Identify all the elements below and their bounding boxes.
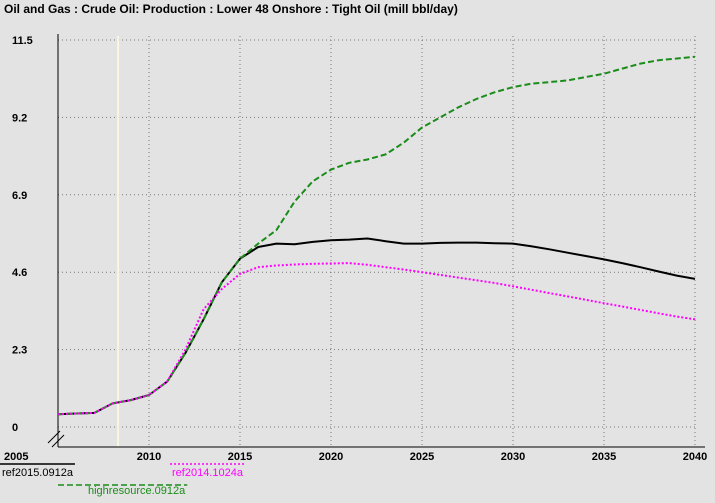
series-line-ref2015-0912a bbox=[57, 237, 696, 416]
axes bbox=[47, 34, 705, 448]
y-tick-label: 9.2 bbox=[12, 112, 27, 124]
x-tick-label: 2030 bbox=[501, 451, 525, 463]
series-lines bbox=[57, 55, 696, 416]
series-line-ref2014-1024a bbox=[57, 262, 696, 416]
y-tick-label: 2.3 bbox=[12, 345, 27, 357]
x-tick-label: 2025 bbox=[410, 451, 434, 463]
x-tick-label: 2015 bbox=[228, 451, 252, 463]
y-tick-label: 6.9 bbox=[12, 190, 27, 202]
legend-label: highresource.0912a bbox=[88, 485, 186, 497]
x-tick-label: 2040 bbox=[683, 451, 707, 463]
axis-break-mark bbox=[47, 430, 61, 444]
legend-label: ref2015.0912a bbox=[2, 467, 74, 479]
x-tick-label: 2035 bbox=[592, 451, 616, 463]
y-tick-label: 0 bbox=[12, 422, 18, 434]
legend: ref2015.0912a ref2014.1024a highresource.0… bbox=[0, 463, 245, 497]
x-tick-label: 2020 bbox=[319, 451, 343, 463]
x-tick-label: 2005 bbox=[4, 451, 28, 463]
y-tick-label: 11.5 bbox=[12, 35, 33, 47]
series-line-highresource-0912a bbox=[57, 55, 696, 416]
tick-labels: 0 2.3 4.6 6.9 9.2 11.5 2005 2010 2015 2020 2025 203… bbox=[4, 35, 707, 463]
x-tick-label: 2010 bbox=[137, 451, 161, 463]
axis-break-mark bbox=[51, 434, 65, 448]
y-tick-label: 4.6 bbox=[12, 267, 27, 279]
legend-label: ref2014.1024a bbox=[172, 467, 244, 479]
chart-title: Oil and Gas : Crude Oil: Production : Lo… bbox=[4, 2, 458, 16]
grid bbox=[58, 36, 696, 447]
